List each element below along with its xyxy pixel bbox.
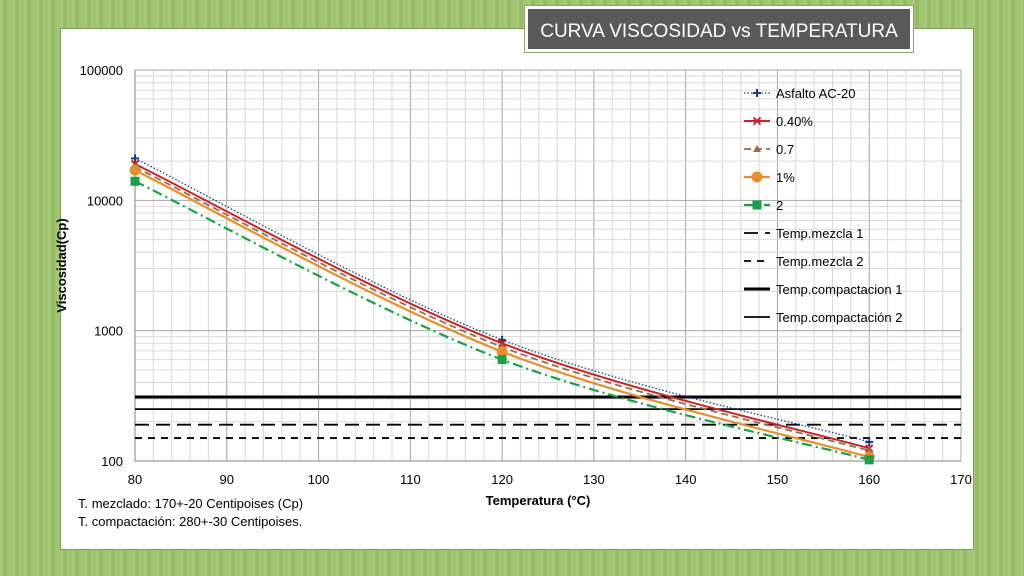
y-tick-label: 10000 bbox=[87, 193, 123, 208]
x-tick-label: 110 bbox=[400, 472, 421, 487]
legend-label: Temp.mezcla 2 bbox=[776, 254, 863, 269]
series-point-4 bbox=[497, 355, 507, 365]
x-tick-label: 170 bbox=[950, 472, 972, 487]
legend-label: 0.7 bbox=[776, 142, 794, 157]
x-tick-label: 140 bbox=[675, 472, 697, 487]
legend-label: Asfalto AC-20 bbox=[776, 86, 856, 101]
legend-label: Temp.compactación 2 bbox=[776, 310, 902, 325]
x-tick-label: 130 bbox=[583, 472, 605, 487]
legend-marker bbox=[752, 116, 762, 126]
series-point-0 bbox=[865, 437, 874, 446]
series-point-3 bbox=[129, 164, 141, 176]
y-tick-label: 100000 bbox=[80, 63, 123, 78]
legend-marker bbox=[752, 200, 762, 210]
x-tick-label: 90 bbox=[220, 472, 234, 487]
y-axis-title: Viscosidad(Cp) bbox=[54, 218, 69, 312]
x-tick-label: 160 bbox=[858, 472, 880, 487]
legend-label: 1% bbox=[776, 170, 795, 185]
legend-marker bbox=[751, 171, 763, 183]
series-point-4 bbox=[864, 455, 874, 465]
x-tick-label: 150 bbox=[767, 472, 789, 487]
legend-marker bbox=[753, 89, 761, 97]
series-point-2 bbox=[865, 446, 874, 454]
x-axis-title: Temperatura (°C) bbox=[486, 493, 591, 508]
series-point-0 bbox=[131, 154, 139, 163]
y-tick-label: 1000 bbox=[94, 324, 123, 339]
x-tick-label: 80 bbox=[128, 472, 142, 487]
y-tick-label: 100 bbox=[101, 454, 123, 469]
legend-label: 0.40% bbox=[776, 114, 813, 129]
x-tick-label: 100 bbox=[308, 472, 330, 487]
legend-label: Temp.compactacion 1 bbox=[776, 282, 902, 297]
legend-marker bbox=[753, 145, 761, 152]
legend-label: Temp.mezcla 1 bbox=[776, 226, 863, 241]
note-compactacion: T. compactación: 280+-30 Centipoises. bbox=[78, 514, 303, 529]
note-mezclado: T. mezclado: 170+-20 Centipoises (Cp) bbox=[78, 496, 304, 511]
series-point-4 bbox=[130, 176, 140, 186]
x-tick-label: 120 bbox=[491, 472, 513, 487]
legend-label: 2 bbox=[776, 198, 783, 213]
slide-title-box: CURVA VISCOSIDAD vs TEMPERATURA bbox=[524, 5, 914, 53]
slide-title: CURVA VISCOSIDAD vs TEMPERATURA bbox=[540, 20, 898, 42]
